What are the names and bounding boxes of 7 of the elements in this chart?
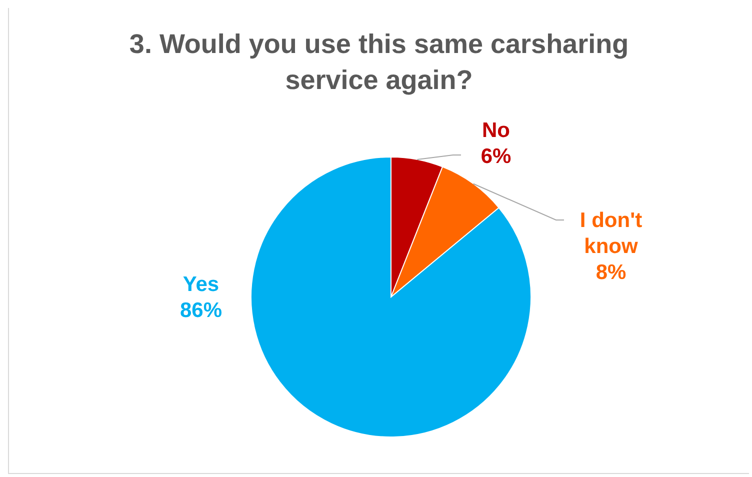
- slice-label: No: [482, 119, 510, 142]
- data-label: 6%: [480, 145, 512, 168]
- slice-label: Yes: [182, 273, 220, 296]
- chart-title: 3. Would you use this same carsharing service again?: [128, 28, 630, 97]
- slice-label: I don't know: [580, 209, 642, 258]
- data-label: 86%: [180, 299, 222, 322]
- data-label: 8%: [596, 261, 626, 284]
